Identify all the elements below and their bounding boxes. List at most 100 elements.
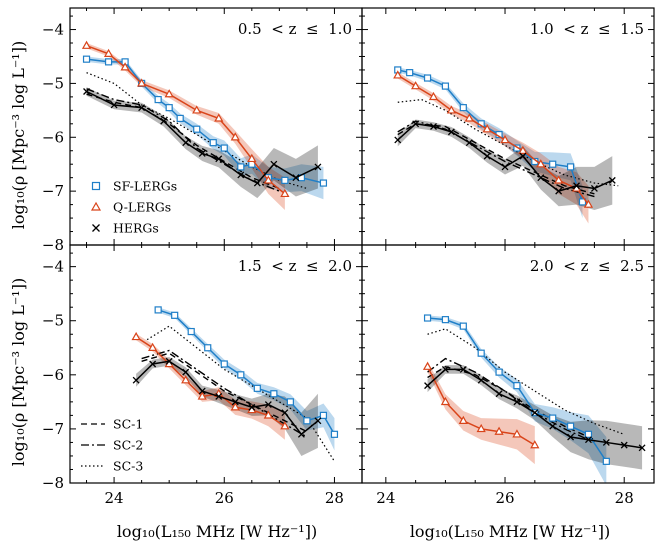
point-q-lerg — [230, 132, 240, 141]
point-sf-lerg — [104, 58, 113, 66]
x-tick-label: 24 — [376, 489, 395, 507]
y-tick-label: −8 — [42, 474, 64, 492]
point-herg — [314, 417, 322, 425]
x-tick-label: 28 — [325, 489, 344, 507]
point-q-lerg — [476, 423, 486, 433]
point-sf-lerg — [237, 163, 245, 171]
panel-2: 1.0 < z ≤ 1.5 — [361, 7, 655, 246]
point-sf-lerg — [176, 114, 184, 123]
band-hergs — [136, 356, 318, 456]
legend-samples: SF-LERGs Q-LERGs HERGs — [90, 179, 177, 236]
point-sf-lerg — [330, 430, 339, 438]
point-herg — [248, 403, 256, 411]
y-tick-label: −7 — [42, 182, 64, 200]
model-line-sc-2 — [141, 349, 308, 438]
line-sf-lergs — [86, 58, 324, 184]
point-herg — [149, 360, 157, 368]
legend-models: SC-1 SC-2 SC-3 — [81, 417, 143, 474]
x-tick-label: 28 — [615, 489, 634, 507]
point-herg — [231, 398, 239, 406]
point-herg — [447, 128, 455, 136]
point-sf-lerg — [584, 430, 593, 438]
y-axis-label-bottom: log₁₀(ρ [Mpc⁻³ log L⁻¹]) — [9, 278, 28, 466]
band-q-lergs — [397, 72, 589, 224]
point-herg — [270, 160, 278, 168]
line-hergs — [135, 360, 319, 436]
point-q-lerg — [411, 81, 421, 90]
point-q-lerg — [197, 391, 207, 400]
point-q-lerg — [583, 199, 594, 208]
point-sf-lerg — [549, 414, 557, 422]
point-herg — [441, 365, 449, 373]
point-herg — [590, 184, 598, 192]
point-q-lerg — [500, 134, 510, 144]
band-hergs — [397, 119, 613, 210]
point-q-lerg — [103, 48, 114, 57]
y-tick-label: −8 — [42, 236, 64, 254]
point-q-lerg — [428, 91, 439, 101]
point-sf-lerg — [549, 160, 557, 168]
model-line-sc-2 — [427, 357, 595, 444]
point-herg — [110, 101, 118, 109]
point-sf-lerg — [253, 384, 261, 392]
point-q-lerg — [482, 124, 492, 133]
model-line-sc-1 — [141, 352, 308, 433]
point-q-lerg — [280, 188, 290, 198]
point-q-lerg — [393, 70, 403, 79]
point-sf-lerg — [204, 344, 212, 352]
x-tick-label: 26 — [495, 489, 514, 507]
point-herg — [424, 382, 432, 390]
point-herg — [182, 139, 190, 147]
y-tick-label: −7 — [42, 420, 64, 438]
point-q-lerg — [530, 440, 540, 449]
point-q-lerg — [464, 113, 474, 122]
point-herg — [281, 409, 289, 417]
point-herg — [394, 136, 402, 144]
point-q-lerg — [494, 426, 504, 435]
legend-label: HERGs — [113, 221, 159, 236]
point-herg — [608, 176, 616, 184]
point-q-lerg — [164, 89, 174, 98]
point-sf-lerg — [423, 74, 432, 82]
x-tick-label: 24 — [105, 489, 124, 507]
point-q-lerg — [446, 105, 457, 114]
y-tick-label: −6 — [42, 128, 64, 146]
model-line-sc-3 — [86, 72, 308, 190]
legend-label: SC-3 — [113, 459, 143, 474]
point-herg — [501, 163, 509, 171]
point-herg — [430, 123, 437, 130]
point-q-lerg — [280, 421, 290, 430]
point-sf-lerg — [220, 144, 228, 152]
point-herg — [495, 390, 503, 398]
point-q-lerg — [136, 78, 147, 87]
point-herg — [297, 430, 305, 438]
point-sf-lerg — [319, 411, 328, 419]
point-sf-lerg — [319, 179, 328, 187]
point-herg — [549, 422, 557, 430]
redshift-range-label: 0.5 < z ≤ 1.0 — [238, 20, 352, 38]
point-q-lerg — [120, 62, 130, 71]
panel-3: 24 26 28 −4 −5 −6 −7 −8 1.5 < z ≤ 2.0 — [42, 244, 363, 507]
redshift-range-label: 1.0 < z ≤ 1.5 — [530, 20, 644, 38]
point-sf-lerg — [441, 82, 450, 90]
point-sf-lerg — [495, 368, 503, 376]
point-herg — [198, 387, 206, 395]
point-herg — [412, 120, 420, 128]
point-herg — [182, 368, 190, 376]
point-herg — [477, 376, 485, 384]
point-herg — [638, 444, 646, 452]
point-sf-lerg — [602, 457, 610, 465]
band-q-lergs — [136, 333, 285, 440]
point-sf-lerg — [286, 398, 294, 406]
point-herg — [459, 365, 467, 373]
panel-frame — [361, 244, 655, 484]
legend-label: SC-1 — [113, 417, 143, 432]
band-q-lergs — [427, 361, 535, 465]
point-herg — [264, 401, 272, 409]
x-axis-label-right: log₁₀(L₁₅₀ MHz [W Hz⁻¹]) — [410, 522, 610, 541]
point-q-lerg — [263, 410, 273, 419]
point-sf-lerg — [459, 104, 467, 112]
legend-marker-x — [92, 224, 100, 232]
point-sf-lerg — [209, 139, 217, 147]
